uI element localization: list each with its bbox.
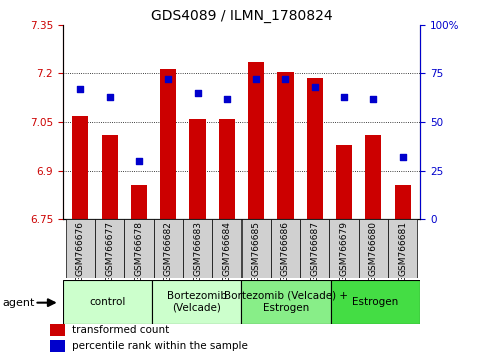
Bar (152, 280, 242, 324)
Bar (248, 62, 264, 219)
Bar (72, 116, 88, 219)
Bar (395, 185, 411, 219)
Text: agent: agent (2, 298, 35, 308)
Bar (219, 119, 235, 219)
Bar (359, 219, 388, 278)
Bar (131, 185, 147, 219)
Bar (63, 280, 152, 324)
Text: Estrogen: Estrogen (353, 297, 398, 307)
Bar (160, 69, 176, 219)
Point (76, 86, 84, 92)
Text: GSM766678: GSM766678 (134, 221, 143, 276)
Point (223, 96, 231, 102)
Text: GSM766687: GSM766687 (310, 221, 319, 276)
Text: percentile rank within the sample: percentile rank within the sample (72, 341, 248, 352)
Bar (50, 324, 66, 336)
Bar (95, 219, 124, 278)
Point (164, 76, 172, 82)
Point (252, 76, 260, 82)
Point (135, 158, 143, 164)
Text: transformed count: transformed count (72, 325, 169, 336)
Bar (336, 145, 352, 219)
Bar (242, 280, 331, 324)
Bar (183, 219, 212, 278)
Text: GSM766683: GSM766683 (193, 221, 202, 276)
Bar (331, 280, 420, 324)
Point (106, 94, 114, 99)
Text: control: control (89, 297, 126, 307)
Bar (101, 135, 118, 219)
Text: GSM766685: GSM766685 (252, 221, 261, 276)
Bar (50, 340, 66, 353)
Text: GSM766677: GSM766677 (105, 221, 114, 276)
Text: GSM766682: GSM766682 (164, 221, 173, 276)
Bar (124, 219, 154, 278)
Bar (388, 219, 417, 278)
Bar (329, 219, 359, 278)
Text: GSM766681: GSM766681 (398, 221, 407, 276)
Point (194, 90, 201, 96)
Text: GSM766686: GSM766686 (281, 221, 290, 276)
Text: Bortezomib
(Velcade): Bortezomib (Velcade) (167, 291, 227, 313)
Point (340, 94, 348, 99)
Bar (242, 219, 271, 278)
Text: GSM766676: GSM766676 (76, 221, 85, 276)
Point (399, 154, 407, 160)
Bar (271, 219, 300, 278)
Text: GSM766679: GSM766679 (340, 221, 349, 276)
Bar (277, 72, 294, 219)
Text: Bortezomib (Velcade) +
Estrogen: Bortezomib (Velcade) + Estrogen (224, 291, 348, 313)
Point (311, 84, 319, 90)
Point (282, 76, 289, 82)
Bar (300, 219, 329, 278)
Bar (365, 135, 382, 219)
Point (369, 96, 377, 102)
Bar (307, 78, 323, 219)
Bar (189, 119, 206, 219)
Bar (66, 219, 95, 278)
Text: GSM766684: GSM766684 (222, 221, 231, 276)
Text: GSM766680: GSM766680 (369, 221, 378, 276)
Bar (154, 219, 183, 278)
Text: GDS4089 / ILMN_1780824: GDS4089 / ILMN_1780824 (151, 9, 332, 23)
Bar (212, 219, 242, 278)
